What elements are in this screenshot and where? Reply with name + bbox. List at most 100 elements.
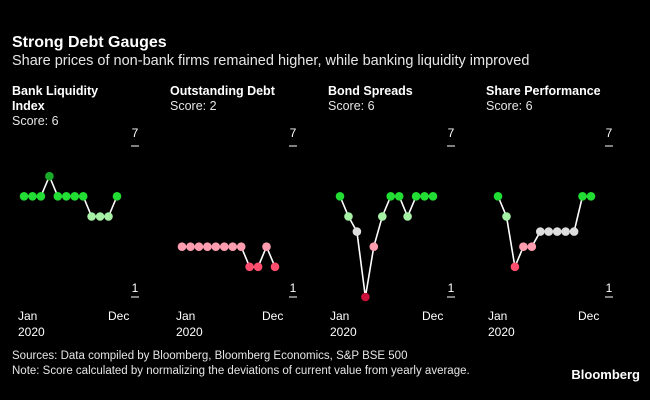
data-point xyxy=(203,242,212,251)
data-point xyxy=(53,192,63,201)
series-line xyxy=(339,195,433,298)
y-tick-label-bottom: 1 xyxy=(448,281,455,295)
data-point xyxy=(411,192,421,201)
panel-score: Score: 6 xyxy=(486,99,533,113)
data-point xyxy=(586,192,596,201)
x-tick-end: Dec xyxy=(108,309,130,323)
x-tick-year: 2020 xyxy=(488,325,515,339)
data-point xyxy=(28,192,37,201)
sources-text: Sources: Data compiled by Bloomberg, Blo… xyxy=(12,350,408,362)
data-point xyxy=(552,227,562,236)
panel-title: Bank Liquidity Index xyxy=(12,84,162,114)
data-point xyxy=(578,192,587,201)
data-point xyxy=(428,192,438,201)
data-point xyxy=(186,242,195,251)
y-tick-label-bottom: 1 xyxy=(132,281,139,295)
data-point xyxy=(194,242,204,251)
line-chart-share-performance: 71 xyxy=(493,126,613,298)
x-tick-year: 2020 xyxy=(18,325,45,339)
data-point xyxy=(352,227,362,236)
panel-title: Bond Spreads xyxy=(328,84,478,99)
data-point xyxy=(177,242,187,251)
line-chart-bond-spreads: 71 xyxy=(335,126,455,302)
x-tick-month: Jan xyxy=(330,309,350,323)
data-point xyxy=(228,242,237,251)
data-point xyxy=(19,192,29,201)
note-text: Note: Score calculated by normalizing th… xyxy=(12,364,470,377)
line-chart-outstanding-debt: 71 xyxy=(177,126,297,298)
data-point xyxy=(527,242,537,251)
data-point xyxy=(561,227,570,236)
panel-title-line: Bank Liquidity xyxy=(12,84,99,98)
y-tick-label-top: 7 xyxy=(606,126,613,140)
line-chart-bank-liquidity: 71 xyxy=(19,126,139,298)
data-point xyxy=(493,192,503,201)
x-tick-end: Dec xyxy=(262,309,284,323)
x-tick-year: 2020 xyxy=(330,325,357,339)
data-point xyxy=(361,292,370,302)
brand-logo: Bloomberg xyxy=(571,367,640,382)
data-point xyxy=(87,212,96,221)
data-point xyxy=(45,171,54,181)
data-point xyxy=(386,192,395,201)
data-point xyxy=(519,242,528,251)
y-tick-label-top: 7 xyxy=(290,126,297,140)
x-tick-month: Jan xyxy=(176,309,196,323)
data-point xyxy=(253,262,263,272)
panel-title: Outstanding Debt xyxy=(170,84,320,99)
data-point xyxy=(62,192,71,201)
data-point xyxy=(502,212,511,221)
x-tick-month: Jan xyxy=(18,309,38,323)
panel-score: Score: 2 xyxy=(170,99,217,113)
footer-notes: Sources: Data compiled by Bloomberg, Blo… xyxy=(12,349,470,378)
data-point xyxy=(510,262,520,272)
x-tick-start: Jan 2020 xyxy=(488,308,515,340)
x-tick-start: Jan 2020 xyxy=(330,308,357,340)
data-point xyxy=(70,192,79,201)
x-tick-start: Jan 2020 xyxy=(18,308,45,340)
x-tick-year: 2020 xyxy=(176,325,203,339)
x-tick-month: Jan xyxy=(488,309,508,323)
data-point xyxy=(544,227,553,236)
data-point xyxy=(211,242,221,251)
data-point xyxy=(112,192,122,201)
panel-score: Score: 6 xyxy=(12,114,59,128)
data-point xyxy=(335,192,345,201)
data-point xyxy=(344,212,353,221)
data-point xyxy=(403,212,412,221)
x-tick-start: Jan 2020 xyxy=(176,308,203,340)
data-point xyxy=(78,192,88,201)
data-point xyxy=(245,262,254,272)
data-point xyxy=(262,242,271,251)
data-point xyxy=(394,192,404,201)
y-tick-label-top: 7 xyxy=(448,126,455,140)
y-tick-label-bottom: 1 xyxy=(606,281,613,295)
data-point xyxy=(569,227,579,236)
data-point xyxy=(369,242,379,251)
panel-title-line: Outstanding Debt xyxy=(170,84,275,98)
y-tick-label-bottom: 1 xyxy=(290,281,297,295)
panel-title-line: Bond Spreads xyxy=(328,84,413,98)
data-point xyxy=(378,212,387,221)
data-point xyxy=(536,227,545,236)
panel-title-line: Index xyxy=(12,99,45,113)
data-point xyxy=(236,242,246,251)
x-tick-end: Dec xyxy=(578,309,600,323)
data-point xyxy=(95,212,105,221)
y-tick-label-top: 7 xyxy=(132,126,139,140)
chart-subtitle: Share prices of non-bank firms remained … xyxy=(12,53,530,69)
panel-score: Score: 6 xyxy=(328,99,375,113)
x-tick-end: Dec xyxy=(422,309,444,323)
data-point xyxy=(270,262,280,272)
chart-title: Strong Debt Gauges xyxy=(12,34,167,51)
data-point xyxy=(104,212,113,221)
data-point xyxy=(420,192,429,201)
data-point xyxy=(220,242,229,251)
panel-title-line: Share Performance xyxy=(486,84,601,98)
data-point xyxy=(36,192,46,201)
panel-title: Share Performance xyxy=(486,84,636,99)
